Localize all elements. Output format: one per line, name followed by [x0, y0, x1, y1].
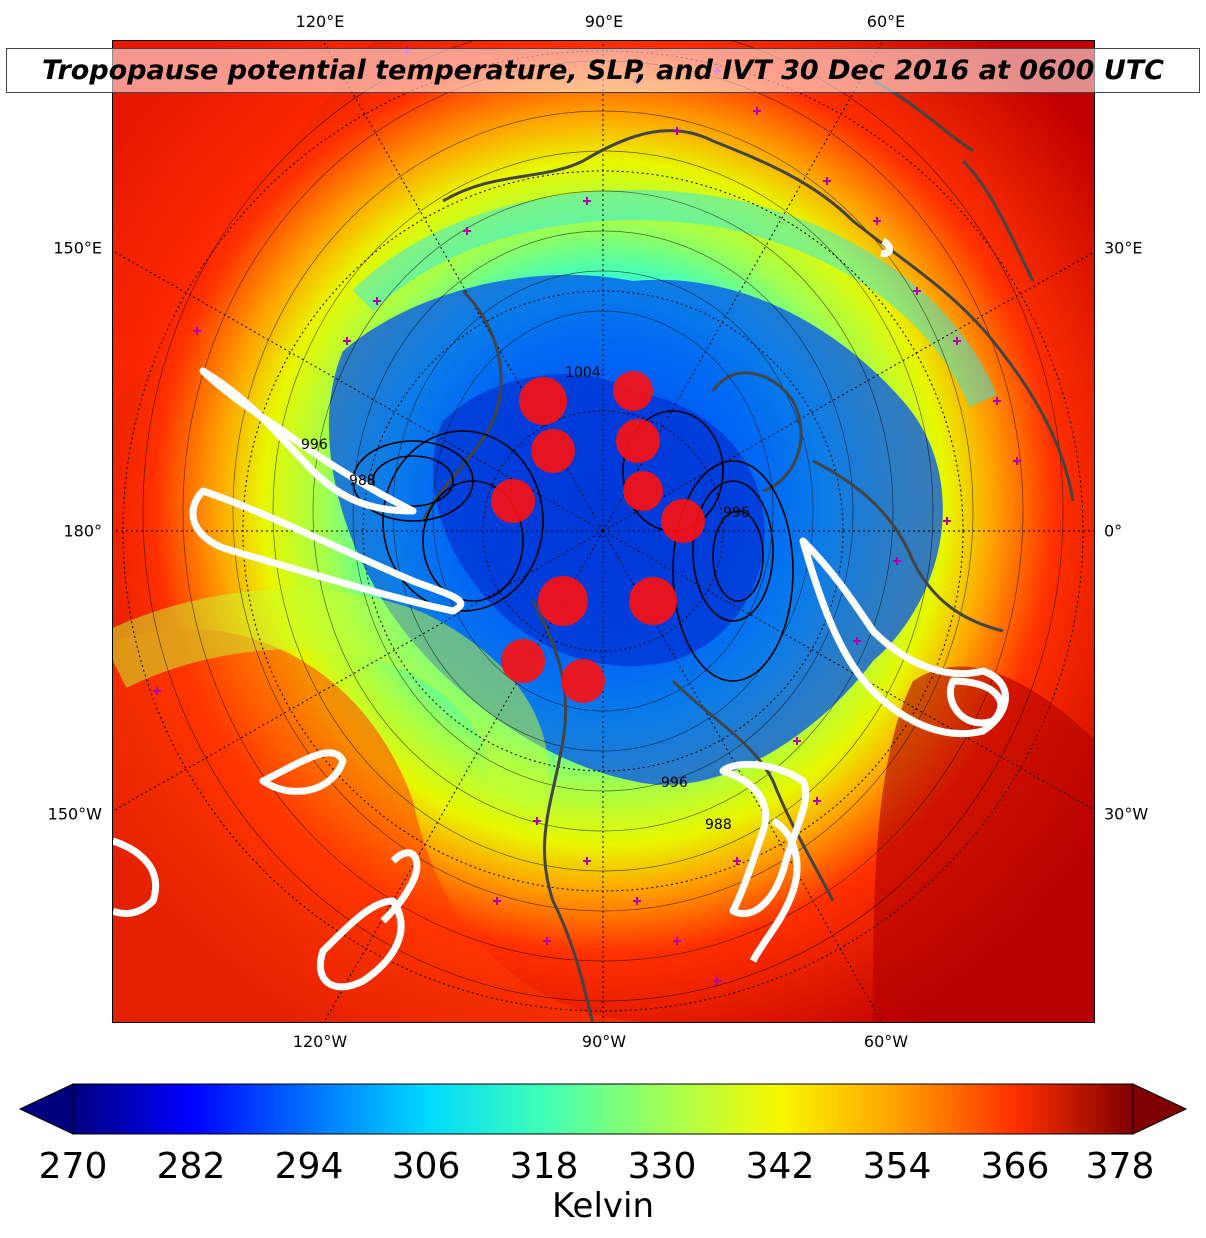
warm-region	[113, 628, 638, 1022]
colorbar-gradient	[72, 1083, 1134, 1135]
cold-core	[433, 374, 765, 667]
colorbar-extend-high	[1132, 1083, 1188, 1135]
slp-label: 996	[723, 505, 750, 521]
colorbar-tick: 366	[980, 1146, 1050, 1187]
slp-label: 996	[301, 437, 328, 453]
theta-band	[113, 589, 548, 811]
colorbar-tick: 306	[391, 1146, 461, 1187]
slp-label: 1004	[565, 365, 601, 381]
map-panel: 996 988 1004 996 988 996	[112, 40, 1095, 1023]
coastlines	[421, 79, 1075, 1022]
warm-region	[113, 41, 373, 401]
lon-label-right: 30°W	[1104, 804, 1149, 824]
vorticity-maxima	[491, 371, 705, 703]
lon-label-left: 150°W	[47, 804, 102, 824]
lon-label-right: 30°E	[1104, 238, 1143, 258]
lon-label-bottom: 60°W	[863, 1032, 909, 1051]
colorbar-tick: 294	[274, 1146, 344, 1187]
warm-region	[873, 666, 1094, 1022]
slp-label: 988	[705, 817, 732, 833]
tropopause-map: 996 988 1004 996 988 996	[113, 41, 1094, 1022]
colorbar-tick: 318	[509, 1146, 579, 1187]
colorbar-tick: 330	[627, 1146, 697, 1187]
colorbar-tick: 354	[862, 1146, 932, 1187]
map-title: Tropopause potential temperature, SLP, a…	[42, 55, 1164, 86]
colorbar-label: Kelvin	[551, 1186, 655, 1226]
lon-label-right: 0°	[1104, 521, 1123, 541]
colorbar-tick: 342	[745, 1146, 815, 1187]
colorbar-tick: 282	[156, 1146, 226, 1187]
colorbar	[18, 1083, 1188, 1135]
lon-label-bottom: 90°W	[581, 1032, 627, 1051]
lon-label-top: 60°E	[866, 12, 906, 31]
title-box: Tropopause potential temperature, SLP, a…	[6, 48, 1200, 93]
lon-label-top: 90°E	[584, 12, 624, 31]
colorbar-tick: 378	[1085, 1146, 1155, 1187]
theta-band	[352, 190, 997, 407]
lon-label-left: 150°E	[53, 238, 102, 258]
lon-label-left: 180°	[63, 521, 102, 541]
slp-label: 988	[349, 473, 376, 489]
graticule	[113, 41, 1094, 1022]
colorbar-extend-low	[18, 1083, 74, 1135]
slp-label: 996	[661, 775, 688, 791]
ivt-contours	[113, 237, 1009, 991]
slp-contours	[352, 410, 794, 682]
colorbar-tick: 270	[38, 1146, 108, 1187]
slp-label-group: 996 988 1004 996 988 996	[301, 365, 750, 833]
lon-label-bottom: 120°W	[292, 1032, 348, 1051]
lon-label-top: 120°E	[295, 12, 345, 31]
